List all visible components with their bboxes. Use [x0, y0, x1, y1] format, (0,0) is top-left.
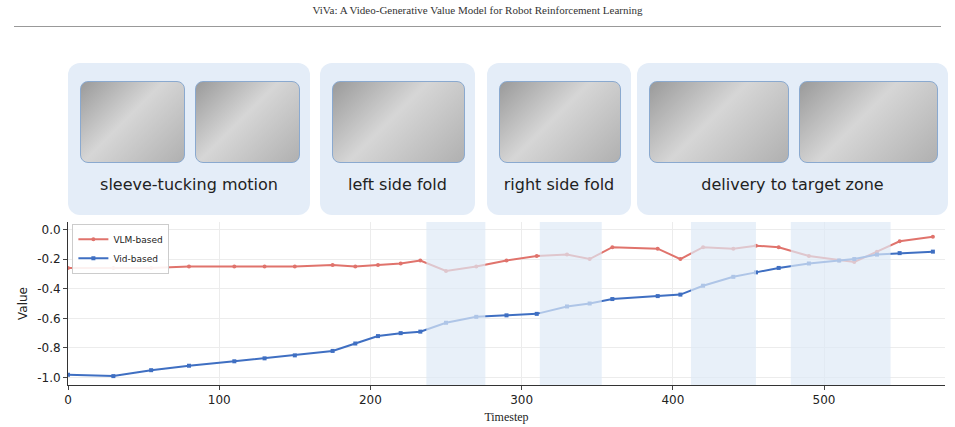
- html-text:sleeve-tucking motion: sleeve-tucking motion: [100, 175, 278, 194]
- svg-text:Value: Value: [16, 287, 30, 320]
- svg-text:300: 300: [510, 393, 533, 407]
- svg-text:0.0: 0.0: [42, 223, 61, 237]
- html-text:ViVa: A Video-Generative Value: ViVa: A Video-Generative Value Model for…: [312, 4, 643, 16]
- svg-text:500: 500: [813, 393, 836, 407]
- svg-text:-0.4: -0.4: [37, 282, 60, 296]
- svg-text:400: 400: [661, 393, 684, 407]
- svg-text:200: 200: [359, 393, 382, 407]
- svg-text:0: 0: [64, 393, 72, 407]
- html-text:delivery to target zone: delivery to target zone: [701, 175, 884, 194]
- svg-text:Vid-based: Vid-based: [113, 254, 158, 264]
- svg-text:-1.0: -1.0: [37, 371, 60, 385]
- svg-text:100: 100: [208, 393, 231, 407]
- svg-text:VLM-based: VLM-based: [113, 235, 162, 245]
- html-text:right side fold: right side fold: [503, 175, 615, 194]
- html-text:left side fold: left side fold: [348, 175, 447, 194]
- svg-text:-0.2: -0.2: [37, 252, 60, 266]
- svg-text:-0.6: -0.6: [37, 312, 60, 326]
- svg-text:-0.8: -0.8: [37, 341, 60, 355]
- svg-text:Timestep: Timestep: [484, 410, 528, 424]
